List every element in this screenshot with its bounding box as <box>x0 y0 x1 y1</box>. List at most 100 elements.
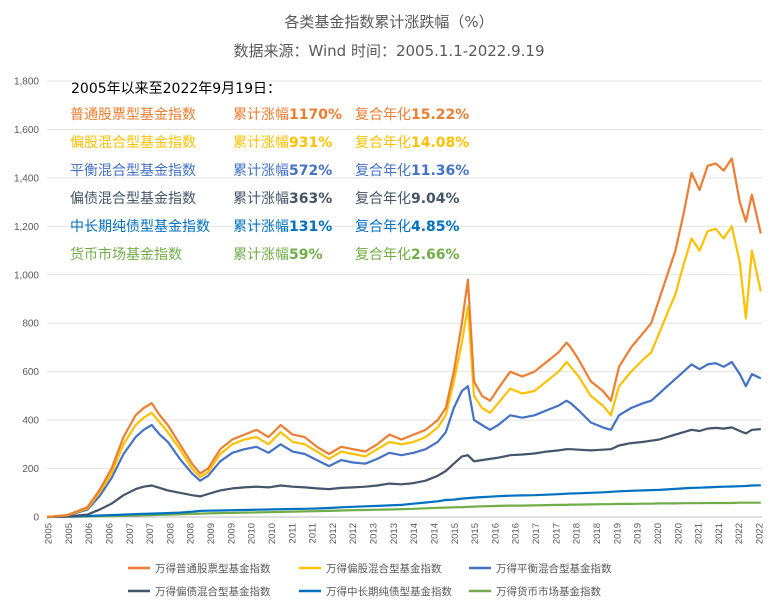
annotation-cumulative-label: 累计涨幅363% <box>233 191 332 207</box>
x-tick-label: 2013 <box>389 523 400 544</box>
cum-value: 363% <box>289 191 332 207</box>
annotation-index-name: 偏债混合型基金指数 <box>70 190 196 207</box>
annotation-annualized-label: 复合年化14.08% <box>355 134 469 151</box>
annotation-annualized-label: 复合年化15.22% <box>355 106 469 123</box>
legend-label: 万得中长期纯债型基金指数 <box>326 585 452 598</box>
annotation-block: 2005年以来至2022年9月19日：普通股票型基金指数 累计涨幅1170% 复合年… <box>70 81 469 263</box>
series-line-5 <box>46 501 761 519</box>
x-tick-label: 2011 <box>287 523 298 543</box>
series-lines <box>46 157 762 519</box>
x-tick-label: 2019 <box>612 523 623 544</box>
series-line-2 <box>46 360 762 519</box>
x-axis: 2005 2005 2006 2006 2007 2007 2008 2008 2009 2009… <box>44 523 766 544</box>
x-tick-label: 2018 <box>572 523 583 544</box>
cum-label: 累计涨幅 <box>233 219 289 235</box>
annotation-cumulative-label: 累计涨幅59% <box>233 247 323 263</box>
x-tick-label: 2019 <box>633 523 644 544</box>
y-tick-label: 800 <box>22 319 39 330</box>
annotation-annualized-label: 复合年化4.85% <box>355 218 460 235</box>
annotation-index-name: 货币市场基金指数 <box>70 246 182 263</box>
annotation-cumulative-label: 累计涨幅572% <box>233 163 332 179</box>
series-line-1 <box>46 225 762 519</box>
x-tick-label: 2009 <box>206 523 217 544</box>
chart-title: 各类基金指数累计涨跌幅（%） <box>284 13 493 31</box>
x-tick-label: 2020 <box>673 523 684 544</box>
ann-label: 复合年化 <box>355 106 411 123</box>
series-line-0 <box>46 157 762 519</box>
legend-label: 万得货币市场基金指数 <box>496 585 601 598</box>
x-tick-label: 2007 <box>145 523 156 544</box>
annotation-annualized-label: 复合年化9.04% <box>355 190 460 207</box>
x-tick-label: 2017 <box>551 523 562 544</box>
annotation-cumulative-label: 累计涨幅931% <box>233 135 332 151</box>
y-tick-label: 1,600 <box>14 125 39 136</box>
y-tick-label: 600 <box>22 367 39 378</box>
legend-label: 万得偏债混合型基金指数 <box>155 585 271 598</box>
annotation-index-name: 普通股票型基金指数 <box>70 106 196 123</box>
cum-label: 累计涨幅 <box>233 107 289 123</box>
x-tick-label: 2006 <box>104 523 115 544</box>
ann-value: 15.22% <box>411 107 469 123</box>
y-tick-label: 1,200 <box>14 222 39 233</box>
x-tick-label: 2006 <box>84 523 95 544</box>
ann-value: 11.36% <box>411 163 469 179</box>
ann-label: 复合年化 <box>355 134 411 151</box>
ann-value: 9.04% <box>411 191 460 207</box>
y-tick-label: 0 <box>33 513 39 524</box>
annotation-cumulative-label: 累计涨幅131% <box>233 219 332 235</box>
cum-value: 931% <box>289 135 332 151</box>
y-axis: 0 200 400 600 800 1,000 1,200 1,400 1,600 1,800 <box>14 77 39 524</box>
annotation-heading: 2005年以来至2022年9月19日： <box>71 81 281 97</box>
cum-value: 59% <box>289 247 323 263</box>
ann-value: 2.66% <box>411 247 460 263</box>
y-tick-label: 400 <box>22 416 39 427</box>
ann-label: 复合年化 <box>355 162 411 179</box>
cum-label: 累计涨幅 <box>233 247 289 263</box>
y-tick-label: 1,800 <box>14 77 39 88</box>
x-tick-label: 2009 <box>226 523 237 544</box>
legend-label: 万得平衡混合型基金指数 <box>496 562 612 575</box>
x-tick-label: 2008 <box>186 523 197 544</box>
x-tick-label: 2021 <box>694 523 705 544</box>
x-tick-label: 2005 <box>44 523 55 544</box>
x-tick-label: 2017 <box>531 523 542 544</box>
x-tick-label: 2013 <box>369 523 380 544</box>
x-tick-label: 2018 <box>592 523 603 544</box>
cum-label: 累计涨幅 <box>233 163 289 179</box>
annotation-annualized-label: 复合年化2.66% <box>355 246 460 263</box>
x-tick-label: 2010 <box>247 523 258 544</box>
annotation-annualized-label: 复合年化11.36% <box>355 162 469 179</box>
cum-value: 131% <box>289 219 332 235</box>
cum-value: 572% <box>289 163 332 179</box>
x-tick-label: 2007 <box>125 523 136 544</box>
cum-label: 累计涨幅 <box>233 135 289 151</box>
x-tick-label: 2014 <box>429 523 440 544</box>
x-tick-label: 2012 <box>328 523 339 544</box>
legend-label: 万得普通股票型基金指数 <box>155 562 271 575</box>
x-tick-label: 2021 <box>714 523 725 544</box>
ann-label: 复合年化 <box>355 190 411 207</box>
x-tick-label: 2010 <box>267 523 278 544</box>
x-tick-label: 2015 <box>450 523 461 544</box>
x-tick-label: 2011 <box>308 523 319 543</box>
chart-subtitle: 数据来源：Wind 时间：2005.1.1-2022.9.19 <box>233 42 544 60</box>
x-tick-label: 2020 <box>653 523 664 544</box>
cum-value: 1170% <box>289 107 342 123</box>
legend-label: 万得偏股混合型基金指数 <box>326 562 442 575</box>
x-tick-label: 2016 <box>511 523 522 544</box>
y-tick-label: 1,400 <box>14 173 39 184</box>
annotation-index-name: 平衡混合型基金指数 <box>70 162 196 179</box>
x-tick-label: 2015 <box>470 523 481 544</box>
x-tick-label: 2005 <box>64 523 75 544</box>
legend: 万得普通股票型基金指数 万得偏股混合型基金指数 万得平衡混合型基金指数万得偏债混合型… <box>128 562 612 598</box>
y-tick-label: 200 <box>22 464 39 475</box>
y-tick-label: 1,000 <box>14 270 39 281</box>
ann-label: 复合年化 <box>355 246 411 263</box>
ann-value: 4.85% <box>411 219 460 235</box>
annotation-index-name: 偏股混合型基金指数 <box>70 134 196 151</box>
ann-label: 复合年化 <box>355 218 411 235</box>
x-tick-label: 2014 <box>409 523 420 544</box>
x-tick-label: 2022 <box>734 523 745 544</box>
series-line-4 <box>46 484 761 519</box>
x-tick-label: 2022 <box>755 523 766 544</box>
